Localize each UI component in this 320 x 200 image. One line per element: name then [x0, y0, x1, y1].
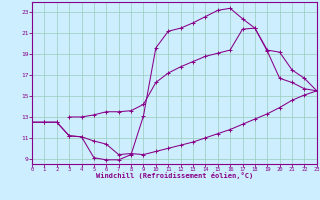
X-axis label: Windchill (Refroidissement éolien,°C): Windchill (Refroidissement éolien,°C): [96, 172, 253, 179]
